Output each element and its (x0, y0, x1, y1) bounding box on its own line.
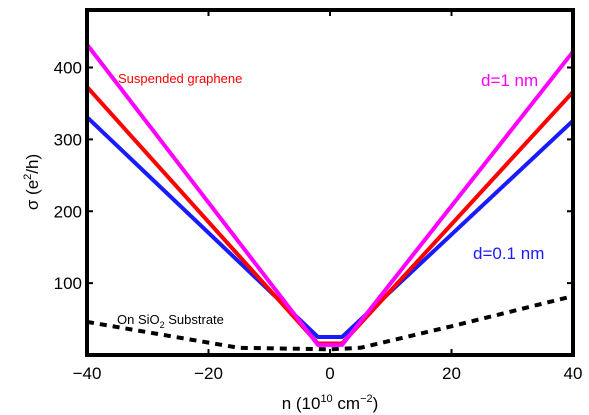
series-line-d1 (87, 43, 573, 347)
tick-layer: −40 −20 0 20 40 100 200 300 400 (54, 10, 583, 383)
d01-label: d=0.1 nm (473, 244, 544, 263)
sio2-label-b: Substrate (165, 312, 224, 327)
x-title-mid: cm (333, 394, 360, 413)
x-axis-title: n (1010 cm−2) (282, 393, 379, 413)
d1-label: d=1 nm (481, 71, 538, 90)
plot-frame (85, 8, 575, 357)
x-tick-label: 0 (325, 364, 334, 383)
y-title-end: /h) (23, 154, 42, 174)
series-line-sio2 (87, 294, 573, 352)
x-tick-label: −40 (73, 364, 102, 383)
series-layer (87, 43, 573, 352)
y-title-main: σ (e (23, 180, 42, 210)
y-tick-label: 100 (54, 274, 82, 293)
sio2-label-a: On SiO (117, 312, 160, 327)
x-title-sup2: −2 (360, 393, 373, 405)
suspended-graphene-label: Suspended graphene (118, 71, 242, 86)
y-tick-label: 200 (54, 202, 82, 221)
y-title-sup: 2 (22, 174, 34, 180)
series-line-d01 (87, 115, 573, 339)
sio2-substrate-label: On SiO2 Substrate (117, 312, 224, 330)
x-title-end: ) (373, 394, 379, 413)
y-tick-label: 400 (54, 59, 82, 78)
series-line-susp (87, 85, 573, 346)
sio2-label-sub: 2 (160, 320, 165, 330)
x-tick-label: 20 (442, 364, 461, 383)
x-tick-label: −20 (194, 364, 223, 383)
x-tick-label: 40 (564, 364, 583, 383)
x-title-sup1: 10 (320, 393, 332, 405)
y-tick-label: 300 (54, 130, 82, 149)
x-title-main: n (10 (282, 394, 321, 413)
y-axis-title: σ (e2/h) (22, 154, 42, 210)
